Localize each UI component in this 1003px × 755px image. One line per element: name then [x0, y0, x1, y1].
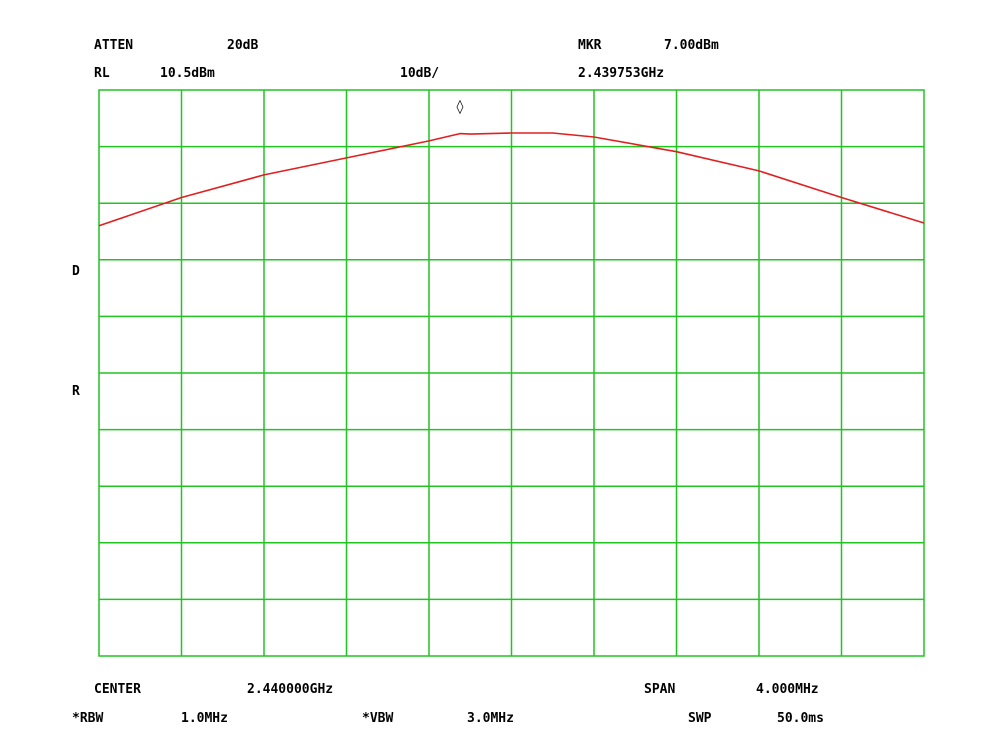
trace-line [98, 132, 925, 227]
side-label-r: R [72, 384, 80, 399]
marker-frequency: 2.439753GHz [578, 66, 665, 81]
marker-value: 7.00dBm [664, 38, 719, 53]
span-label: SPAN [644, 682, 676, 697]
vbw-value: 3.0MHz [467, 711, 514, 726]
rbw-value: 1.0MHz [181, 711, 228, 726]
sweep-label: SWP [688, 711, 712, 726]
ref-level-value: 10.5dBm [160, 66, 215, 81]
scale-per-div: 10dB/ [400, 66, 440, 81]
marker-label: MKR [578, 38, 602, 53]
rbw-label: *RBW [72, 711, 104, 726]
atten-value: 20dB [227, 38, 259, 53]
vbw-label: *VBW [362, 711, 394, 726]
side-label-d: D [72, 264, 80, 279]
center-value: 2.440000GHz [247, 682, 334, 697]
sweep-value: 50.0ms [777, 711, 824, 726]
center-label: CENTER [94, 682, 141, 697]
ref-level-label: RL [94, 66, 110, 81]
span-value: 4.000MHz [756, 682, 819, 697]
atten-label: ATTEN [94, 38, 134, 53]
marker-diamond-icon: ◊ [456, 99, 463, 115]
